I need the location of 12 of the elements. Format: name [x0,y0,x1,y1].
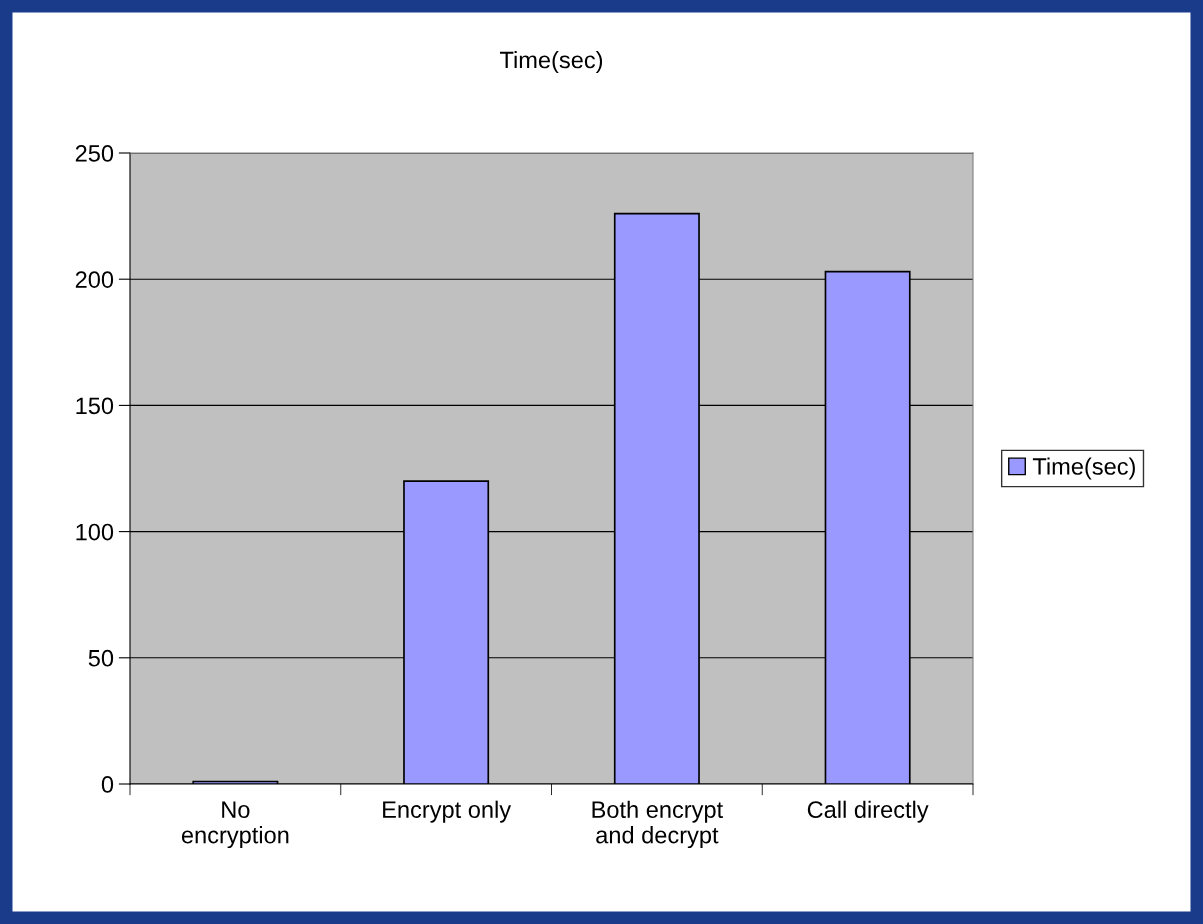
chart-title: Time(sec) [500,51,603,73]
y-tick-label: 100 [76,523,114,541]
y-tick-label: 50 [88,649,114,667]
y-tick-label: 200 [75,271,114,288]
y-tick-label: 250 [75,145,114,162]
x-tick-label: Call directly [807,800,929,823]
y-tick-label: 0 [101,776,114,793]
x-tick-label: Both encrypt and decrypt [592,800,723,849]
y-tick-label: 150 [76,397,114,415]
x-tick-label: No encryption [181,801,289,849]
x-tick-label: Encrypt only [383,800,512,823]
legend-label: Time(sec) [1032,457,1135,480]
